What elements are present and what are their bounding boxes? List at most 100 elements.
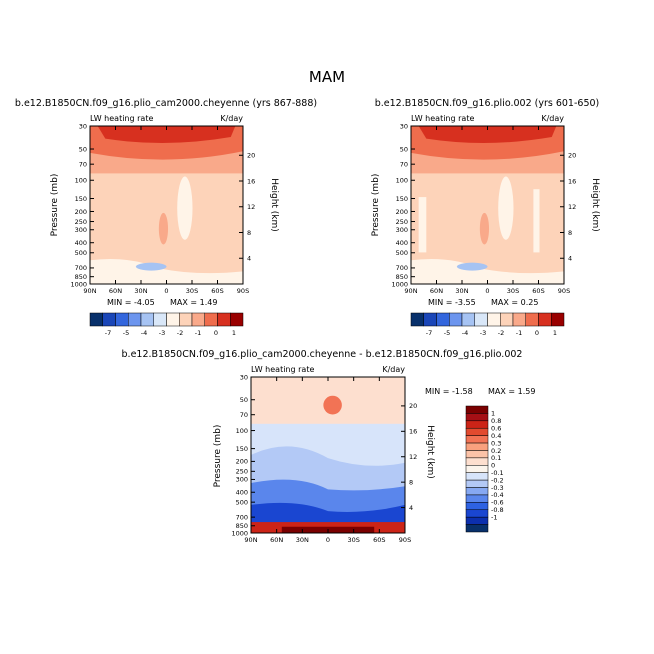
colorbar-label: -5 <box>123 329 129 337</box>
strong-cooling-band <box>97 126 236 144</box>
colorbar-label: -0.6 <box>491 499 504 507</box>
colorbar-cell <box>487 312 501 327</box>
colorbar-label: -0.1 <box>491 469 504 477</box>
colorbar-cell <box>512 312 526 327</box>
height-tick-label: 4 <box>568 255 572 263</box>
x-tick-label: 60S <box>532 287 544 295</box>
panel-1-case: b.e12.B1850CN.f09_g16.plio_cam2000.cheye… <box>15 98 317 109</box>
x-tick-label: 60N <box>270 536 283 544</box>
surface-layer <box>411 259 564 284</box>
height-tick-label: 16 <box>568 177 576 185</box>
surface-cooling-min <box>456 262 488 271</box>
y-tick-label: 300 <box>396 226 408 234</box>
y-tick-label: 70 <box>79 160 87 168</box>
colorbar-cell <box>423 312 437 327</box>
y-tick-label: 50 <box>400 145 408 153</box>
y-tick-label: 500 <box>396 249 408 257</box>
y-tick-label: 250 <box>236 468 248 476</box>
colorbar-cell <box>115 312 129 327</box>
colorbar-label: 0 <box>535 329 539 337</box>
colorbar-label: 0.6 <box>491 425 501 433</box>
x-tick-label: 30N <box>455 287 468 295</box>
colorbar-label: 0 <box>491 462 495 470</box>
y-tick-label: 70 <box>400 160 408 168</box>
x-tick-label: 90N <box>83 287 96 295</box>
y-tick-label: 1000 <box>70 280 87 288</box>
y-tick-label: 30 <box>79 122 87 130</box>
height-tick-label: 16 <box>409 428 417 436</box>
panel-3-case: b.e12.B1850CN.f09_g16.plio_cam2000.cheye… <box>122 349 523 360</box>
colorbar-label: -4 <box>141 329 147 337</box>
colorbar-cell <box>179 312 193 327</box>
x-tick-label: 0 <box>485 287 489 295</box>
colorbar-cell <box>230 312 244 327</box>
y-tick-label: 700 <box>396 264 408 272</box>
y-tick-label: 30 <box>240 373 248 381</box>
x-tick-label: 90S <box>558 287 570 295</box>
panel-3-max: MAX = 1.59 <box>488 387 535 396</box>
colorbar-cell <box>525 312 539 327</box>
x-tick-label: 30S <box>186 287 198 295</box>
panel-difference: b.e12.B1850CN.f09_g16.plio_cam2000.cheye… <box>122 349 536 544</box>
colorbar-cell <box>465 457 489 466</box>
height-tick-label: 20 <box>247 152 255 160</box>
height-tick-label: 20 <box>409 402 417 410</box>
colorbar-label: -0.2 <box>491 476 504 484</box>
field <box>251 377 405 533</box>
colorbar-label: -0.4 <box>491 491 504 499</box>
colorbar-cell <box>465 442 489 451</box>
y-tick-label: 400 <box>396 239 408 247</box>
colorbar-label: 0.1 <box>491 454 501 462</box>
colorbar-cell <box>465 405 489 414</box>
colorbar-label: -5 <box>444 329 450 337</box>
colorbar-label: -2 <box>498 329 504 337</box>
colorbar-label: 1 <box>232 329 236 337</box>
tropical-minimum <box>177 176 193 240</box>
colorbar-cell <box>128 312 142 327</box>
panel-3-units: K/day <box>382 365 405 374</box>
height-tick-label: 4 <box>409 504 413 512</box>
y-tick-label: 400 <box>236 489 248 497</box>
x-tick-label: 60N <box>109 287 122 295</box>
column-1 <box>418 197 427 253</box>
tropical-core <box>479 212 490 245</box>
colorbar-label: 0.4 <box>491 432 501 440</box>
panel-1-ylabel: Pressure (mb) <box>50 174 60 237</box>
y-tick-label: 200 <box>75 208 87 216</box>
panel-control: b.e12.B1850CN.f09_g16.plio_cam2000.cheye… <box>15 98 317 337</box>
colorbar-cell <box>461 312 475 327</box>
y-tick-label: 200 <box>236 458 248 466</box>
y-tick-label: 30 <box>400 122 408 130</box>
colorbar-cell <box>204 312 218 327</box>
x-tick-label: 60S <box>373 536 385 544</box>
colorbar-cell <box>140 312 154 327</box>
height-tick-label: 12 <box>409 453 417 461</box>
colorbar-cell <box>191 312 205 327</box>
y-tick-label: 50 <box>79 145 87 153</box>
colorbar-cell <box>474 312 488 327</box>
y-tick-label: 70 <box>240 411 248 419</box>
colorbar-label: -1 <box>516 329 522 337</box>
colorbar-label: 0.2 <box>491 447 501 455</box>
y-tick-label: 700 <box>75 264 87 272</box>
colorbar-cell <box>465 413 489 422</box>
x-tick-label: 60N <box>430 287 443 295</box>
colorbar-cell <box>465 465 489 473</box>
y-tick-label: 300 <box>236 476 248 484</box>
panel-1-max: MAX = 1.49 <box>170 298 217 307</box>
panel-2-case: b.e12.B1850CN.f09_g16.plio.002 (yrs 601-… <box>375 98 600 109</box>
panel-2-ylabel-right: Height (km) <box>590 178 600 232</box>
colorbar-cell <box>465 516 489 525</box>
y-tick-label: 150 <box>236 445 248 453</box>
panel-2-var-label: LW heating rate <box>411 114 474 123</box>
colorbar-cell <box>89 312 103 327</box>
colorbar-cell <box>465 450 489 459</box>
y-tick-label: 250 <box>396 218 408 226</box>
colorbar-label: -4 <box>462 329 468 337</box>
colorbar-label: -2 <box>177 329 183 337</box>
y-tick-label: 1000 <box>391 280 408 288</box>
colorbar-cell <box>217 312 231 327</box>
colorbar-cell <box>465 435 489 444</box>
colorbar-label: -3 <box>480 329 486 337</box>
field <box>411 126 564 284</box>
